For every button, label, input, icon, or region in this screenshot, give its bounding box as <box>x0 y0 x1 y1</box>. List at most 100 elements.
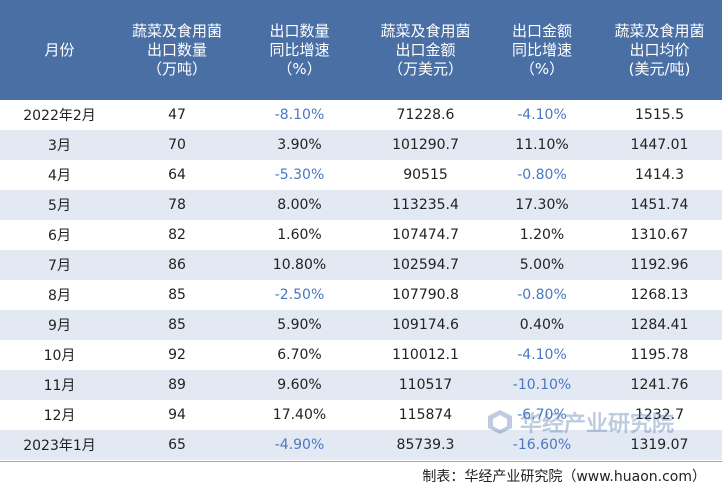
cell-month: 9月 <box>48 318 71 334</box>
watermark-text: 华经产业研究院 <box>520 412 675 437</box>
cell-quantity: 64 <box>168 167 186 183</box>
header-amount-yoy: 出口金额 同比增速 （%） <box>487 0 597 100</box>
table-row: 2022年2月 47 -8.10% 71228.6 -4.10% 1515.5 <box>0 100 722 130</box>
cell-quantity-yoy: 1.60% <box>277 227 322 243</box>
table-row: 10月 92 6.70% 110012.1 -4.10% 1195.78 <box>0 340 722 370</box>
header-line: 同比增速 <box>511 40 572 59</box>
header-export-quantity: 蔬菜及食用菌 出口数量 （万吨） <box>119 0 235 100</box>
cell-price: 1192.96 <box>630 257 689 273</box>
cell-quantity-yoy: 10.80% <box>272 257 327 273</box>
table-row: 9月 85 5.90% 109174.6 0.40% 1284.41 <box>0 310 722 340</box>
cell-amount: 102594.7 <box>392 257 459 273</box>
cell-month: 10月 <box>43 348 76 364</box>
cell-amount-yoy: -16.60% <box>512 437 572 453</box>
cell-amount-yoy: -0.80% <box>517 167 567 183</box>
cell-quantity: 70 <box>168 137 186 153</box>
watermark-logo-icon <box>488 410 512 434</box>
header-month-label: 月份 <box>44 40 75 59</box>
table-header: 月份 蔬菜及食用菌 出口数量 （万吨） 出口数量 同比增速 （%） 蔬菜及食用菌… <box>0 0 722 100</box>
footer-divider <box>0 461 722 462</box>
header-line: (美元/吨) <box>628 59 691 78</box>
cell-month: 7月 <box>48 258 71 274</box>
header-quantity-yoy: 出口数量 同比增速 （%） <box>235 0 364 100</box>
header-line: （%） <box>277 59 322 78</box>
header-line: （%） <box>519 59 565 78</box>
table-row: 2023年1月 65 -4.90% 85739.3 -16.60% 1319.07 <box>0 430 722 460</box>
cell-amount-yoy: -4.10% <box>517 107 567 123</box>
cell-price: 1447.01 <box>630 137 689 153</box>
header-line: 蔬菜及食用菌 <box>380 21 471 40</box>
cell-amount-yoy: -0.80% <box>517 287 567 303</box>
cell-month: 8月 <box>48 288 71 304</box>
table-row: 4月 64 -5.30% 90515 -0.80% 1414.3 <box>0 160 722 190</box>
cell-quantity-yoy: -8.10% <box>274 107 325 123</box>
header-line: 出口均价 <box>629 40 690 59</box>
table-row: 7月 86 10.80% 102594.7 5.00% 1192.96 <box>0 250 722 280</box>
cell-amount-yoy: -10.10% <box>512 377 572 393</box>
cell-price: 1319.07 <box>630 437 689 453</box>
cell-amount: 107790.8 <box>392 287 459 303</box>
cell-amount-yoy: 5.00% <box>519 257 565 273</box>
cell-quantity: 94 <box>168 407 186 423</box>
cell-quantity: 89 <box>168 377 186 393</box>
cell-quantity-yoy: 9.60% <box>277 377 322 393</box>
cell-month: 5月 <box>48 198 71 214</box>
header-line: （万美元） <box>387 59 463 78</box>
cell-amount: 115874 <box>398 407 453 423</box>
cell-amount-yoy: -4.10% <box>517 347 567 363</box>
header-average-price: 蔬菜及食用菌 出口均价 (美元/吨) <box>597 0 722 100</box>
cell-quantity-yoy: 3.90% <box>277 137 322 153</box>
cell-quantity: 47 <box>168 107 186 123</box>
table-row: 3月 70 3.90% 101290.7 11.10% 1447.01 <box>0 130 722 160</box>
table-row: 5月 78 8.00% 113235.4 17.30% 1451.74 <box>0 190 722 220</box>
header-month: 月份 <box>0 0 119 100</box>
cell-month: 3月 <box>48 138 71 154</box>
cell-quantity: 65 <box>168 437 186 453</box>
cell-month: 2023年1月 <box>23 438 96 454</box>
cell-price: 1451.74 <box>630 197 689 213</box>
header-line: 出口数量 <box>269 21 330 40</box>
cell-quantity: 82 <box>168 227 186 243</box>
table-row: 6月 82 1.60% 107474.7 1.20% 1310.67 <box>0 220 722 250</box>
table-row: 11月 89 9.60% 110517 -10.10% 1241.76 <box>0 370 722 400</box>
cell-month: 2022年2月 <box>23 108 96 124</box>
cell-price: 1195.78 <box>630 347 689 363</box>
cell-amount: 101290.7 <box>392 137 459 153</box>
header-line: 同比增速 <box>269 40 330 59</box>
cell-quantity-yoy: -2.50% <box>274 287 325 303</box>
cell-quantity: 78 <box>168 197 186 213</box>
table-row: 12月 94 17.40% 115874 -6.70% 1232.7 <box>0 400 722 430</box>
table-body: 2022年2月 47 -8.10% 71228.6 -4.10% 1515.5 3月 70 3.… <box>0 100 722 460</box>
cell-quantity-yoy: -5.30% <box>274 167 325 183</box>
cell-amount: 85739.3 <box>396 437 455 453</box>
cell-quantity: 92 <box>168 347 186 363</box>
header-line: （万吨） <box>146 59 207 78</box>
cell-price: 1515.5 <box>635 107 684 123</box>
cell-amount: 107474.7 <box>392 227 459 243</box>
cell-month: 12月 <box>43 408 76 424</box>
cell-quantity: 86 <box>168 257 186 273</box>
cell-quantity-yoy: 8.00% <box>277 197 322 213</box>
cell-quantity-yoy: -4.90% <box>274 437 325 453</box>
cell-price: 1232.7 <box>635 407 684 423</box>
cell-amount: 109174.6 <box>392 317 459 333</box>
cell-amount-yoy: -6.70% <box>517 407 567 423</box>
cell-quantity-yoy: 5.90% <box>277 317 322 333</box>
table-row: 8月 85 -2.50% 107790.8 -0.80% 1268.13 <box>0 280 722 310</box>
cell-quantity-yoy: 6.70% <box>277 347 322 363</box>
header-line: 蔬菜及食用菌 <box>614 21 705 40</box>
cell-month: 4月 <box>48 168 71 184</box>
cell-amount: 113235.4 <box>392 197 459 213</box>
cell-amount: 90515 <box>403 167 448 183</box>
cell-quantity: 85 <box>168 287 186 303</box>
cell-price: 1284.41 <box>630 317 689 333</box>
cell-amount-yoy: 11.10% <box>515 137 569 153</box>
cell-amount: 71228.6 <box>396 107 455 123</box>
header-export-amount: 蔬菜及食用菌 出口金额 （万美元） <box>364 0 487 100</box>
header-line: 出口金额 <box>511 21 572 40</box>
cell-month: 6月 <box>48 228 71 244</box>
cell-month: 11月 <box>43 378 76 394</box>
header-line: 出口金额 <box>395 40 456 59</box>
cell-amount-yoy: 1.20% <box>519 227 565 243</box>
cell-amount: 110012.1 <box>392 347 459 363</box>
